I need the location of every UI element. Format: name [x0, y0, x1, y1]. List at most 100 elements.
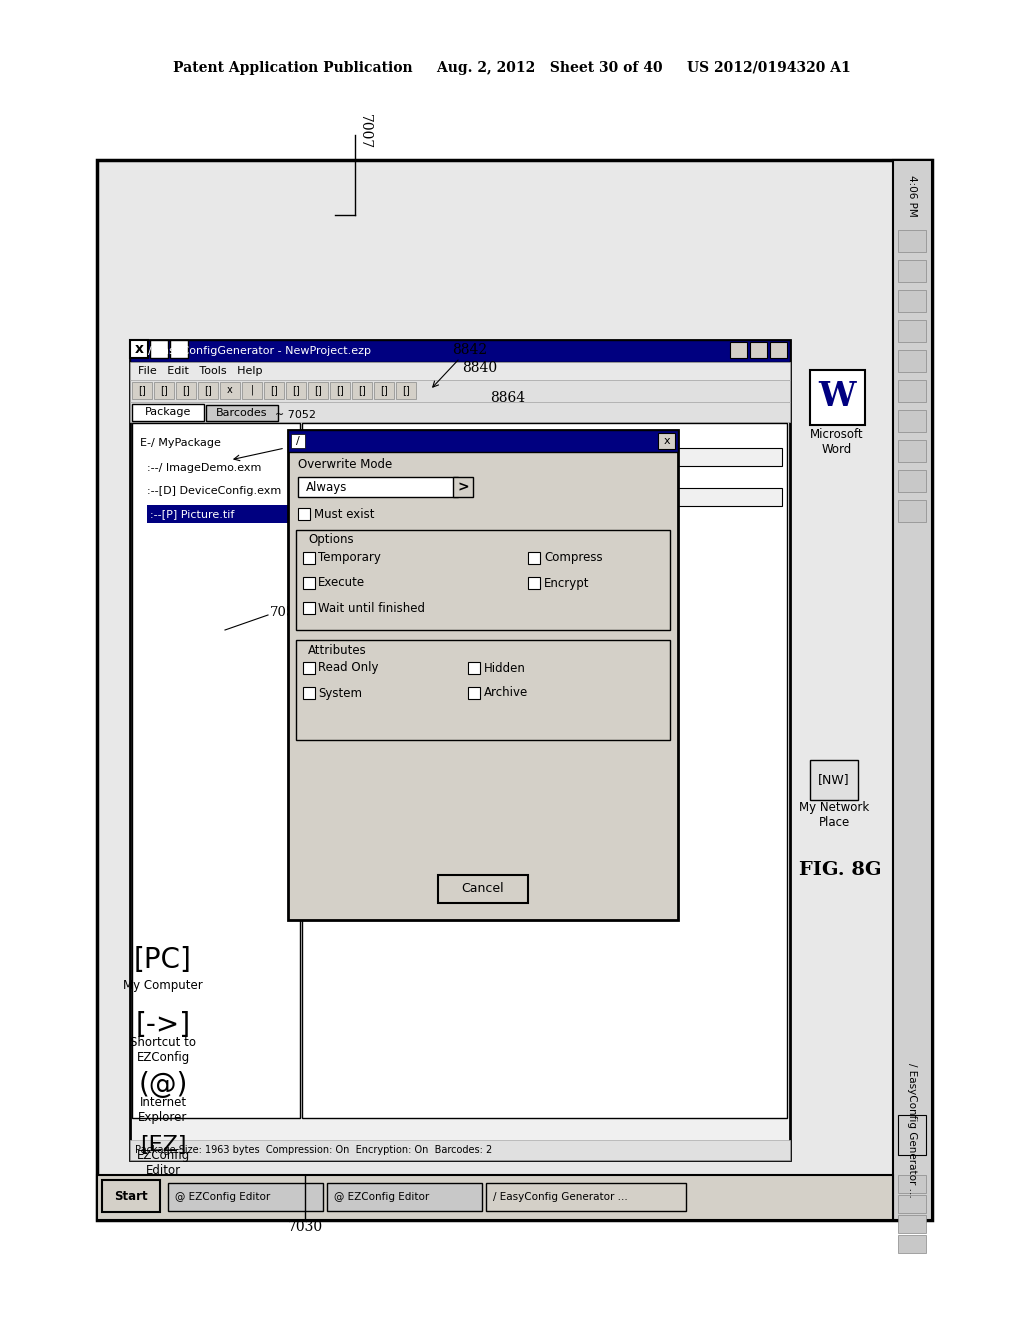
- Text: / EasyConfig Generator ...: / EasyConfig Generator ...: [493, 1192, 628, 1203]
- Bar: [898, 1214, 926, 1233]
- Text: 8838: 8838: [310, 668, 344, 681]
- Bar: [130, 341, 790, 362]
- Text: []: []: [336, 385, 344, 395]
- Text: / EasyConfigGenerator - NewProject.ezp: / EasyConfigGenerator - NewProject.ezp: [148, 346, 371, 356]
- Text: W: W: [818, 380, 856, 413]
- Text: []: []: [402, 385, 410, 395]
- Bar: [130, 380, 790, 403]
- Bar: [198, 381, 218, 399]
- Text: 8840: 8840: [462, 360, 497, 375]
- Text: Local File (12069 bytes): Local File (12069 bytes): [307, 433, 439, 444]
- Bar: [286, 381, 306, 399]
- Bar: [298, 508, 310, 520]
- Bar: [898, 440, 926, 462]
- Bar: [330, 381, 350, 399]
- Bar: [296, 531, 670, 630]
- Bar: [730, 342, 746, 358]
- Bar: [303, 686, 315, 700]
- Text: []: []: [204, 385, 212, 395]
- Text: @ EZConfig Editor: @ EZConfig Editor: [334, 1192, 429, 1203]
- Text: Cancel: Cancel: [462, 883, 504, 895]
- Text: Package Size: 1963 bytes  Compression: On  Encryption: On  Barcodes: 2: Package Size: 1963 bytes Compression: On…: [135, 1144, 493, 1155]
- Text: U:\GeorgeBiPicture.tif: U:\GeorgeBiPicture.tif: [310, 451, 430, 462]
- Bar: [898, 230, 926, 252]
- Text: FIG. 8G: FIG. 8G: [799, 861, 882, 879]
- Bar: [396, 381, 416, 399]
- Text: 8858: 8858: [510, 541, 545, 554]
- Text: x: x: [227, 385, 232, 395]
- Bar: [898, 319, 926, 342]
- Bar: [288, 430, 678, 920]
- Text: []: []: [138, 385, 145, 395]
- Bar: [893, 160, 932, 1220]
- Bar: [898, 350, 926, 372]
- Text: 8850: 8850: [310, 714, 343, 726]
- Bar: [150, 341, 168, 358]
- Text: Wait until finished: Wait until finished: [318, 602, 425, 615]
- Bar: [302, 422, 787, 1118]
- Bar: [130, 403, 790, 422]
- Text: Read Only: Read Only: [318, 661, 379, 675]
- Text: Execute: Execute: [318, 577, 366, 590]
- Text: Archive: Archive: [484, 686, 528, 700]
- Bar: [132, 381, 152, 399]
- Text: []: []: [292, 385, 300, 395]
- Bar: [298, 477, 458, 498]
- Bar: [303, 663, 315, 675]
- Text: >: >: [457, 480, 469, 494]
- Bar: [810, 760, 858, 800]
- Text: []: []: [270, 385, 278, 395]
- Text: File   Edit   Tools   Help: File Edit Tools Help: [138, 366, 262, 376]
- Text: []: []: [160, 385, 168, 395]
- Bar: [898, 1195, 926, 1213]
- Bar: [898, 1236, 926, 1253]
- Bar: [898, 1115, 926, 1155]
- Text: [EZ]: [EZ]: [139, 1135, 186, 1155]
- Text: 8852: 8852: [310, 729, 343, 742]
- Text: []: []: [380, 385, 388, 395]
- Bar: [750, 342, 767, 358]
- Bar: [528, 552, 540, 564]
- Bar: [468, 663, 480, 675]
- Text: :--/ ImageDemo.exm: :--/ ImageDemo.exm: [147, 463, 261, 473]
- Bar: [898, 290, 926, 312]
- Text: Package: Package: [144, 407, 191, 417]
- Text: Patent Application Publication     Aug. 2, 2012   Sheet 30 of 40     US 2012/019: Patent Application Publication Aug. 2, 2…: [173, 61, 851, 75]
- Bar: [168, 1183, 323, 1210]
- Text: [->]: [->]: [135, 1011, 190, 1039]
- Bar: [898, 470, 926, 492]
- Bar: [176, 381, 196, 399]
- Text: Options: Options: [308, 533, 353, 546]
- Text: (@): (@): [138, 1071, 187, 1100]
- Bar: [130, 341, 790, 1160]
- Bar: [898, 380, 926, 403]
- Bar: [307, 447, 782, 466]
- Bar: [528, 577, 540, 589]
- Bar: [468, 686, 480, 700]
- Text: 8866: 8866: [590, 492, 625, 507]
- Bar: [130, 1140, 790, 1160]
- Text: Must exist: Must exist: [314, 507, 375, 520]
- Text: 8864: 8864: [490, 391, 525, 405]
- Bar: [770, 342, 787, 358]
- Bar: [438, 875, 528, 903]
- Text: Microsoft
Word: Microsoft Word: [810, 428, 864, 455]
- Text: Temporary: Temporary: [318, 552, 381, 565]
- Text: :--[D] DeviceConfig.exm: :--[D] DeviceConfig.exm: [147, 486, 282, 496]
- Text: 4:06 PM: 4:06 PM: [907, 176, 918, 216]
- Text: Compress: Compress: [544, 552, 603, 565]
- Bar: [352, 381, 372, 399]
- Text: []: []: [314, 385, 322, 395]
- Bar: [264, 381, 284, 399]
- Bar: [658, 433, 675, 449]
- Text: Start: Start: [115, 1189, 147, 1203]
- Bar: [898, 500, 926, 521]
- Text: 8839: 8839: [310, 684, 344, 697]
- Text: My Computer: My Computer: [123, 978, 203, 991]
- Bar: [486, 1183, 686, 1210]
- Text: E-/ MyPackage: E-/ MyPackage: [140, 438, 221, 447]
- Text: 7052: 7052: [270, 606, 304, 619]
- Text: EZConfig
Editor: EZConfig Editor: [136, 1148, 189, 1177]
- Text: [NW]: [NW]: [818, 774, 850, 787]
- Bar: [130, 341, 148, 358]
